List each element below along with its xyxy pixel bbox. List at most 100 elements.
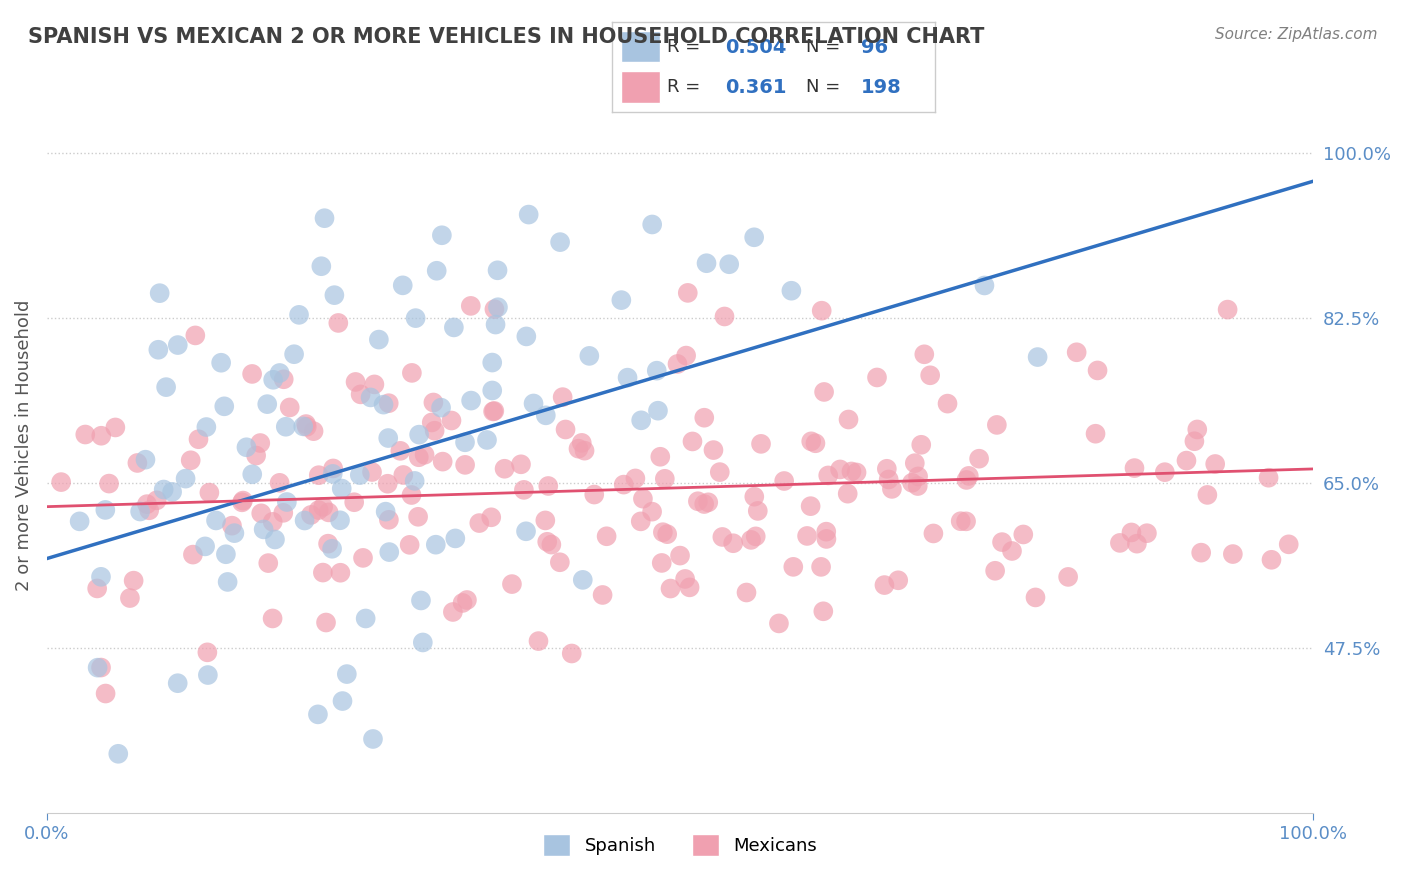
Point — [312, 566, 335, 580]
Point — [329, 513, 352, 527]
Point — [955, 514, 977, 528]
Point — [94, 503, 117, 517]
Point — [887, 574, 910, 588]
Point — [367, 333, 389, 347]
Point — [484, 318, 506, 332]
Point — [796, 529, 818, 543]
Point — [444, 532, 467, 546]
Point — [409, 593, 432, 607]
Point — [1278, 537, 1301, 551]
Point — [561, 647, 583, 661]
Text: Source: ZipAtlas.com: Source: ZipAtlas.com — [1215, 27, 1378, 42]
Point — [107, 747, 129, 761]
Point — [361, 465, 384, 479]
Point — [936, 396, 959, 410]
Point — [773, 474, 796, 488]
Point — [420, 416, 443, 430]
Point — [422, 395, 444, 409]
Point — [378, 545, 401, 559]
Text: R =: R = — [666, 38, 700, 56]
Point — [517, 208, 540, 222]
Point — [673, 572, 696, 586]
Point — [907, 479, 929, 493]
Point — [468, 516, 491, 530]
Point — [278, 401, 301, 415]
Point — [166, 676, 188, 690]
Point — [651, 525, 673, 540]
Point — [527, 634, 550, 648]
Point — [1189, 546, 1212, 560]
Point — [269, 366, 291, 380]
Point — [742, 230, 765, 244]
Y-axis label: 2 or more Vehicles in Household: 2 or more Vehicles in Household — [15, 300, 32, 591]
Point — [1184, 434, 1206, 449]
Point — [273, 372, 295, 386]
Point — [328, 316, 350, 330]
Point — [401, 366, 423, 380]
Point — [253, 522, 276, 536]
Point — [152, 483, 174, 497]
Point — [641, 505, 664, 519]
Point — [138, 503, 160, 517]
Point — [682, 434, 704, 449]
Point — [592, 588, 614, 602]
Point — [90, 570, 112, 584]
Point — [322, 467, 344, 481]
Point — [336, 667, 359, 681]
Text: SPANISH VS MEXICAN 2 OR MORE VEHICLES IN HOUSEHOLD CORRELATION CHART: SPANISH VS MEXICAN 2 OR MORE VEHICLES IN… — [28, 27, 984, 46]
Point — [86, 582, 108, 596]
Point — [747, 504, 769, 518]
Point — [122, 574, 145, 588]
Point — [329, 566, 352, 580]
Point — [1126, 536, 1149, 550]
Point — [537, 479, 560, 493]
Point — [245, 449, 267, 463]
Point — [583, 487, 606, 501]
Point — [90, 660, 112, 674]
Point — [697, 495, 720, 509]
Point — [904, 456, 927, 470]
Point — [391, 278, 413, 293]
Text: 198: 198 — [860, 78, 901, 97]
Point — [782, 559, 804, 574]
Point — [949, 514, 972, 528]
Point — [148, 343, 170, 357]
Point — [616, 370, 638, 384]
Point — [1260, 553, 1282, 567]
Point — [922, 526, 945, 541]
Point — [481, 384, 503, 398]
Point — [75, 427, 97, 442]
Point — [398, 538, 420, 552]
Point — [650, 450, 672, 464]
Point — [574, 443, 596, 458]
Point — [322, 461, 344, 475]
Text: N =: N = — [806, 38, 839, 56]
Point — [269, 475, 291, 490]
Point — [344, 375, 367, 389]
Point — [198, 485, 221, 500]
Point — [866, 370, 889, 384]
Point — [86, 660, 108, 674]
Point — [631, 491, 654, 506]
Point — [510, 458, 533, 472]
Point — [430, 401, 453, 415]
Point — [49, 475, 72, 489]
Point — [134, 452, 156, 467]
Point — [515, 524, 537, 539]
Point — [299, 508, 322, 522]
Point — [454, 458, 477, 472]
Legend: Spanish, Mexicans: Spanish, Mexicans — [536, 827, 824, 863]
Point — [145, 493, 167, 508]
Point — [221, 518, 243, 533]
Point — [256, 397, 278, 411]
Point — [484, 302, 506, 317]
Point — [745, 529, 768, 543]
Point — [624, 471, 647, 485]
Point — [426, 264, 449, 278]
Text: R =: R = — [666, 78, 700, 96]
Point — [837, 412, 859, 426]
Point — [986, 417, 1008, 432]
Point — [184, 328, 207, 343]
Point — [702, 443, 724, 458]
Point — [484, 404, 506, 418]
